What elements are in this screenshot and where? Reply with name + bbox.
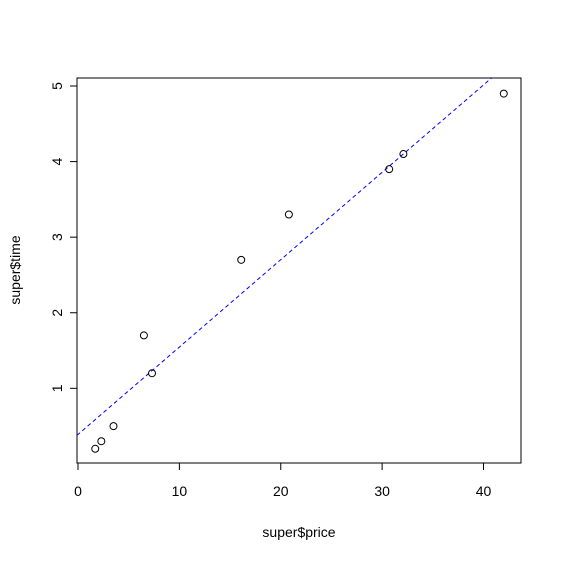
clip-group [77, 78, 493, 436]
y-tick-label: 3 [49, 233, 65, 241]
point [237, 255, 246, 264]
y-axis-title: super$time [7, 235, 23, 304]
point [91, 444, 100, 453]
regression-line [77, 78, 493, 436]
y-tick-label: 2 [49, 309, 65, 317]
x-tick-label: 20 [273, 483, 289, 499]
point [148, 369, 157, 378]
y-tick-label: 1 [49, 384, 65, 392]
point [499, 89, 508, 98]
y-tick-label: 4 [49, 157, 65, 165]
point [97, 437, 106, 446]
point [284, 210, 293, 219]
point [139, 331, 148, 340]
point [399, 150, 408, 159]
x-axis-title: super$price [262, 524, 335, 540]
x-tick-label: 10 [172, 483, 188, 499]
plot-box [76, 77, 522, 464]
point [385, 165, 394, 174]
point [109, 422, 118, 431]
x-tick-label: 40 [476, 483, 492, 499]
y-tick-label: 5 [49, 82, 65, 90]
x-tick-label: 0 [74, 483, 82, 499]
x-tick-label: 30 [374, 483, 390, 499]
